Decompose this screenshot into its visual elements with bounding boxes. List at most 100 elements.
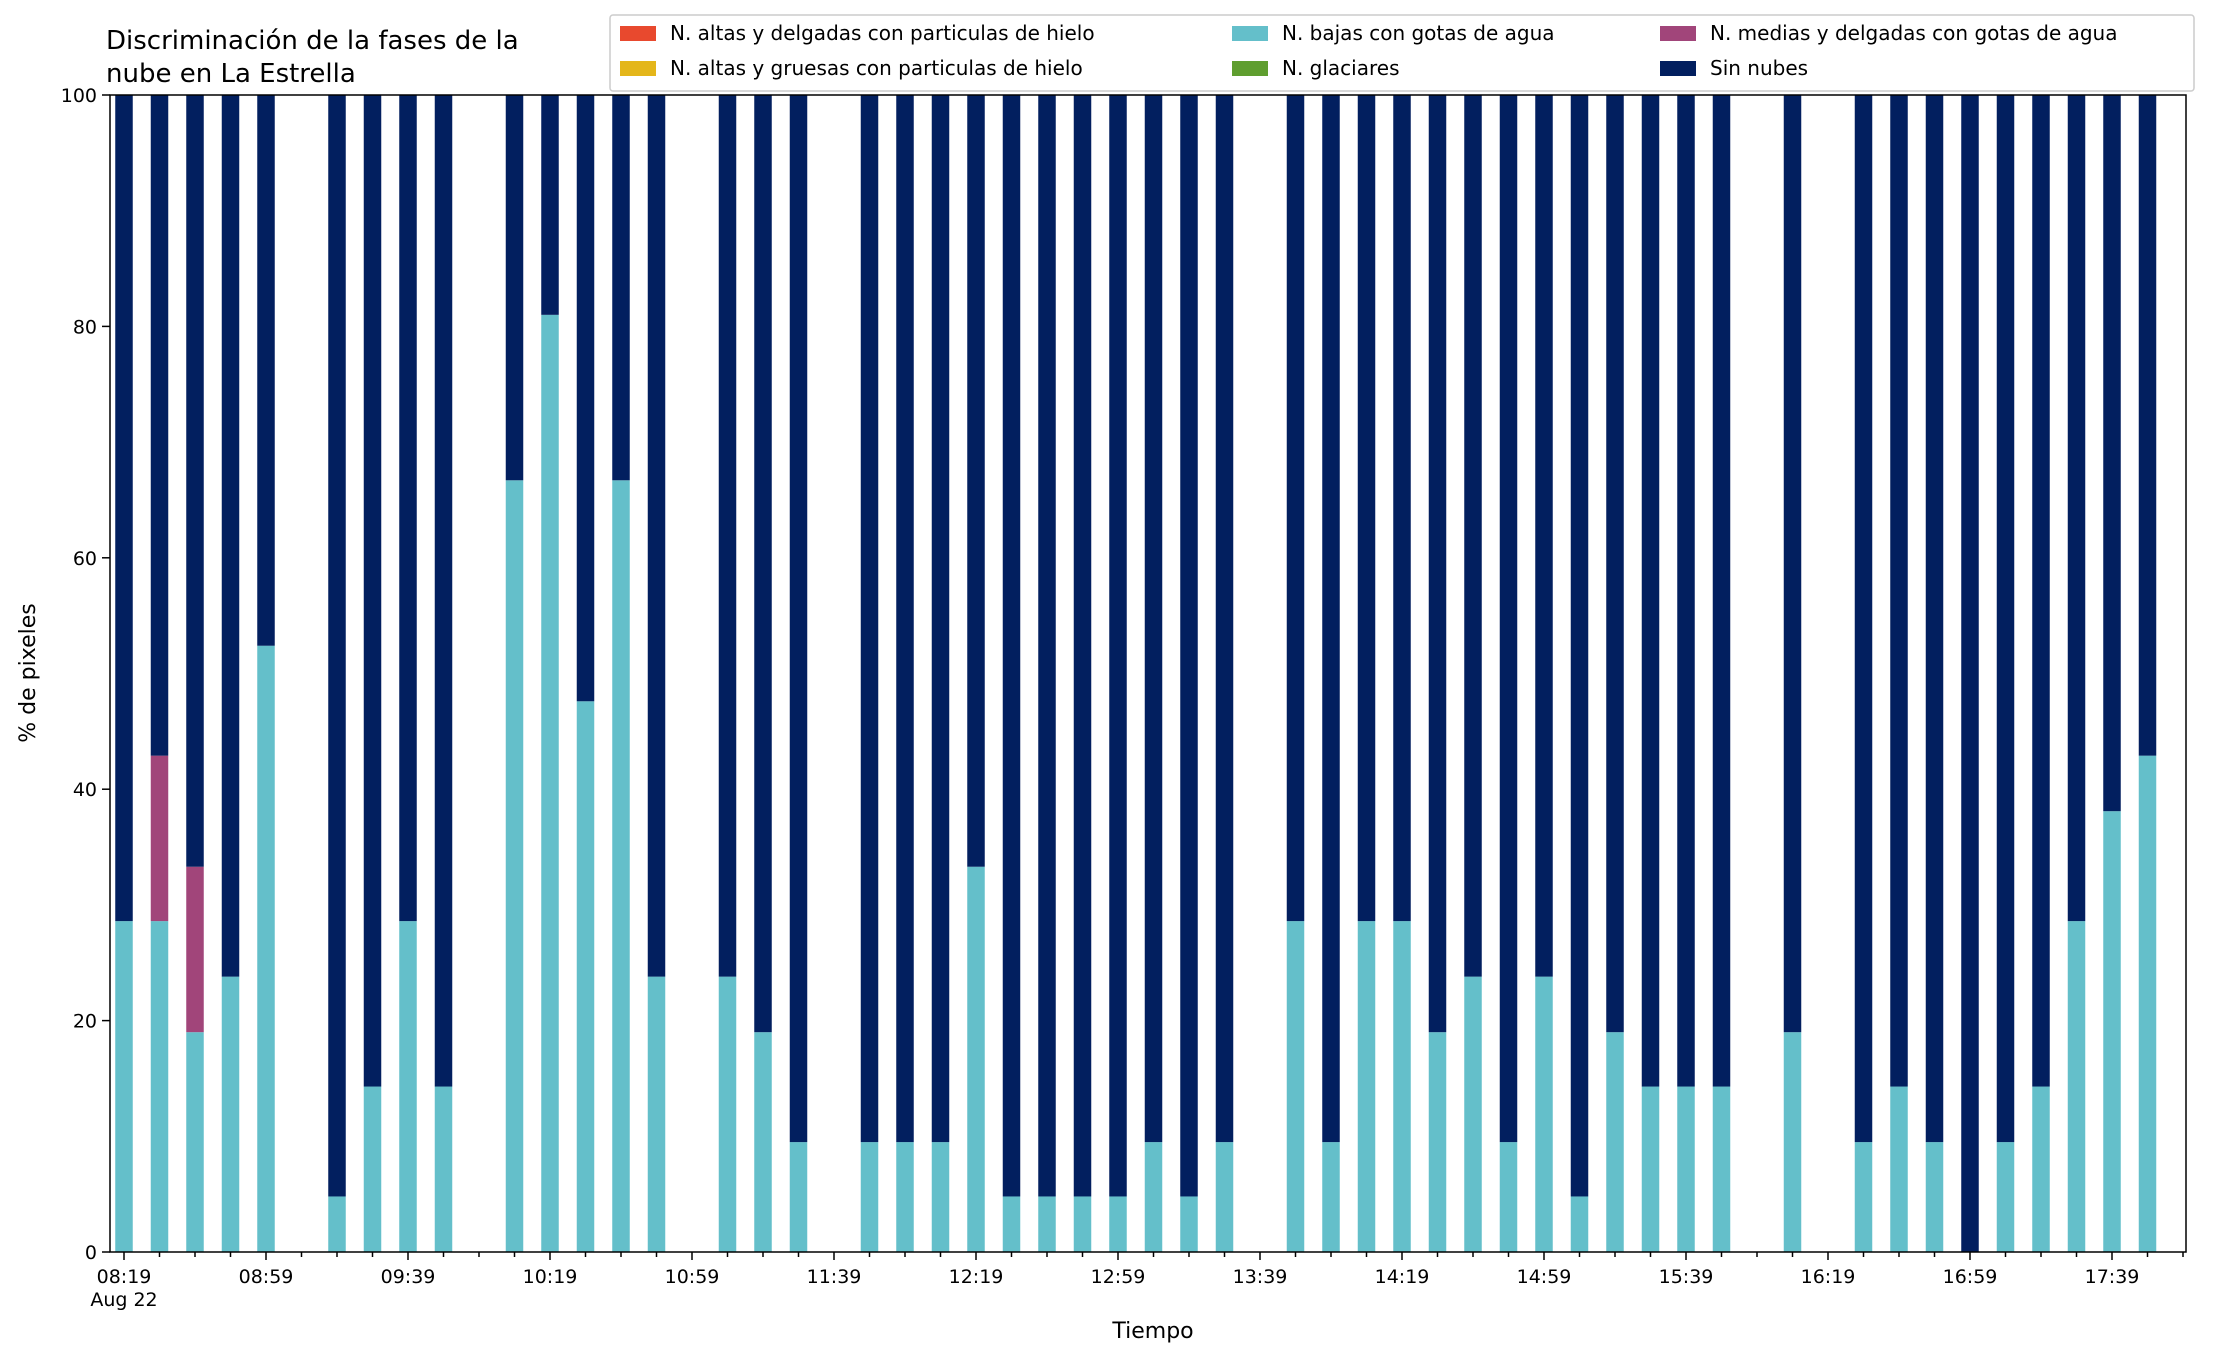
x-tick-label: 09:39	[381, 1266, 436, 1288]
y-axis-label: % de pixeles	[16, 603, 41, 742]
bar-stack-group	[115, 95, 2157, 1253]
legend-swatch	[1660, 61, 1696, 76]
bar-segment-3-0859	[257, 645, 275, 1252]
bar-segment-6-0859	[257, 95, 275, 646]
x-tick-label: 15:39	[1659, 1266, 1714, 1288]
bar-segment-6-0839	[186, 95, 204, 867]
bar-segment-6-1009	[505, 95, 524, 481]
y-axis: 0 20 40 60 80 100	[61, 85, 110, 1264]
bar-segment-3-1229	[1002, 1196, 1021, 1252]
bar-segment-6-1359	[1322, 95, 1340, 1143]
bar-segment-3-1359	[1322, 1142, 1340, 1252]
legend: N. altas y delgadas con particulas de hi…	[609, 14, 2195, 92]
bar-segment-3-1039	[612, 480, 630, 1252]
bar-segment-3-0819	[115, 921, 133, 1252]
legend-label: N. glaciares	[1282, 56, 1400, 80]
legend-frame	[609, 14, 2195, 92]
bar-segment-6-1229	[1002, 95, 1021, 1197]
legend-swatch	[1232, 61, 1268, 76]
bar-segment-3-1129	[789, 1142, 808, 1252]
bar-segment-3-0939	[399, 921, 417, 1252]
bar-segment-6-1219	[967, 95, 985, 867]
bar-segment-6-1029	[576, 95, 595, 702]
x-tick-label: 14:19	[1375, 1266, 1430, 1288]
bar-segment-6-1439	[1464, 95, 1482, 977]
bar-segment-3-0929	[363, 1086, 382, 1252]
legend-label: N. altas y delgadas con particulas de hi…	[670, 21, 1095, 45]
bar-segment-3-1209	[931, 1142, 950, 1252]
x-tick-label: 17:39	[2085, 1266, 2140, 1288]
bar-segment-3-1529	[1641, 1086, 1660, 1252]
bar-segment-6-1739	[2103, 95, 2121, 812]
bar-segment-6-1119	[754, 95, 772, 1033]
bar-segment-6-1209	[931, 95, 950, 1143]
y-tick-label: 0	[85, 1242, 97, 1264]
bar-segment-6-1719	[2032, 95, 2050, 1087]
bar-segment-6-1629	[1854, 95, 1873, 1143]
x-date-label: Aug 22	[90, 1289, 157, 1311]
bar-segment-3-1459	[1535, 976, 1553, 1252]
bar-segment-6-0829	[150, 95, 169, 756]
x-tick-label: 08:19	[97, 1266, 152, 1288]
bar-segment-3-1109	[718, 976, 737, 1252]
bar-segment-3-1409	[1357, 921, 1376, 1252]
bar-segment-3-0849	[221, 976, 240, 1252]
bar-segment-6-1309	[1144, 95, 1163, 1143]
legend-label: N. bajas con gotas de agua	[1282, 21, 1555, 45]
x-tick-label: 16:19	[1801, 1266, 1856, 1288]
bar-segment-5-0839	[186, 866, 204, 1033]
legend-label: N. medias y delgadas con gotas de agua	[1710, 21, 2118, 45]
bar-segment-6-1129	[789, 95, 808, 1143]
x-tick-label: 10:59	[665, 1266, 720, 1288]
bar-segment-3-1239	[1038, 1196, 1056, 1252]
legend-swatch	[1232, 26, 1268, 41]
bar-segment-6-1259	[1109, 95, 1127, 1197]
bar-segment-6-0949	[434, 95, 453, 1087]
bar-segment-3-1709	[1996, 1142, 2015, 1252]
x-tick-label: 13:39	[1233, 1266, 1288, 1288]
bar-segment-5-0829	[150, 755, 169, 922]
legend-label: Sin nubes	[1710, 56, 1808, 80]
bar-segment-6-1349	[1286, 95, 1305, 922]
bar-segment-6-1319	[1180, 95, 1198, 1197]
y-tick-label: 60	[73, 548, 97, 570]
x-tick-label: 08:59	[239, 1266, 294, 1288]
bar-segment-6-1419	[1393, 95, 1411, 922]
y-tick-label: 40	[73, 779, 97, 801]
bar-segment-3-0919	[328, 1196, 346, 1252]
bar-segment-6-1459	[1535, 95, 1553, 977]
bar-segment-6-1529	[1641, 95, 1660, 1087]
bar-segment-6-1249	[1073, 95, 1092, 1197]
bar-segment-3-1249	[1073, 1196, 1092, 1252]
bar-segment-3-1019	[541, 314, 559, 1253]
bar-segment-6-1649	[1925, 95, 1944, 1143]
bar-segment-6-1149	[860, 95, 879, 1143]
bar-segment-3-1639	[1890, 1086, 1908, 1252]
bar-segment-6-1639	[1890, 95, 1908, 1087]
x-tick-label: 10:19	[523, 1266, 578, 1288]
x-axis-label: Tiempo	[1111, 1319, 1193, 1344]
bar-segment-6-1159	[896, 95, 914, 1143]
y-tick-label: 100	[61, 85, 97, 107]
bar-segment-3-1329	[1215, 1142, 1234, 1252]
bar-segment-3-1539	[1677, 1086, 1695, 1252]
chart-title-line-1: Discriminación de la fases de la	[106, 26, 519, 56]
bar-segment-6-1449	[1499, 95, 1518, 1143]
bar-segment-6-1109	[718, 95, 737, 977]
bar-segment-3-0839	[186, 1032, 204, 1252]
bar-segment-3-1749	[2138, 755, 2157, 1252]
bar-segment-3-1419	[1393, 921, 1411, 1252]
bar-segment-3-1159	[896, 1142, 914, 1252]
bar-segment-6-0849	[221, 95, 240, 977]
bar-segment-3-1629	[1854, 1142, 1873, 1252]
bar-segment-3-0949	[434, 1086, 453, 1252]
bar-segment-6-1539	[1677, 95, 1695, 1087]
bar-segment-3-1609	[1783, 1032, 1802, 1252]
bar-segment-3-1029	[576, 701, 595, 1252]
bar-segment-6-1329	[1215, 95, 1234, 1143]
bar-segment-6-1549	[1712, 95, 1731, 1087]
bar-segment-3-1009	[505, 480, 524, 1252]
bar-segment-6-0929	[363, 95, 382, 1087]
x-tick-label: 16:59	[1943, 1266, 1998, 1288]
